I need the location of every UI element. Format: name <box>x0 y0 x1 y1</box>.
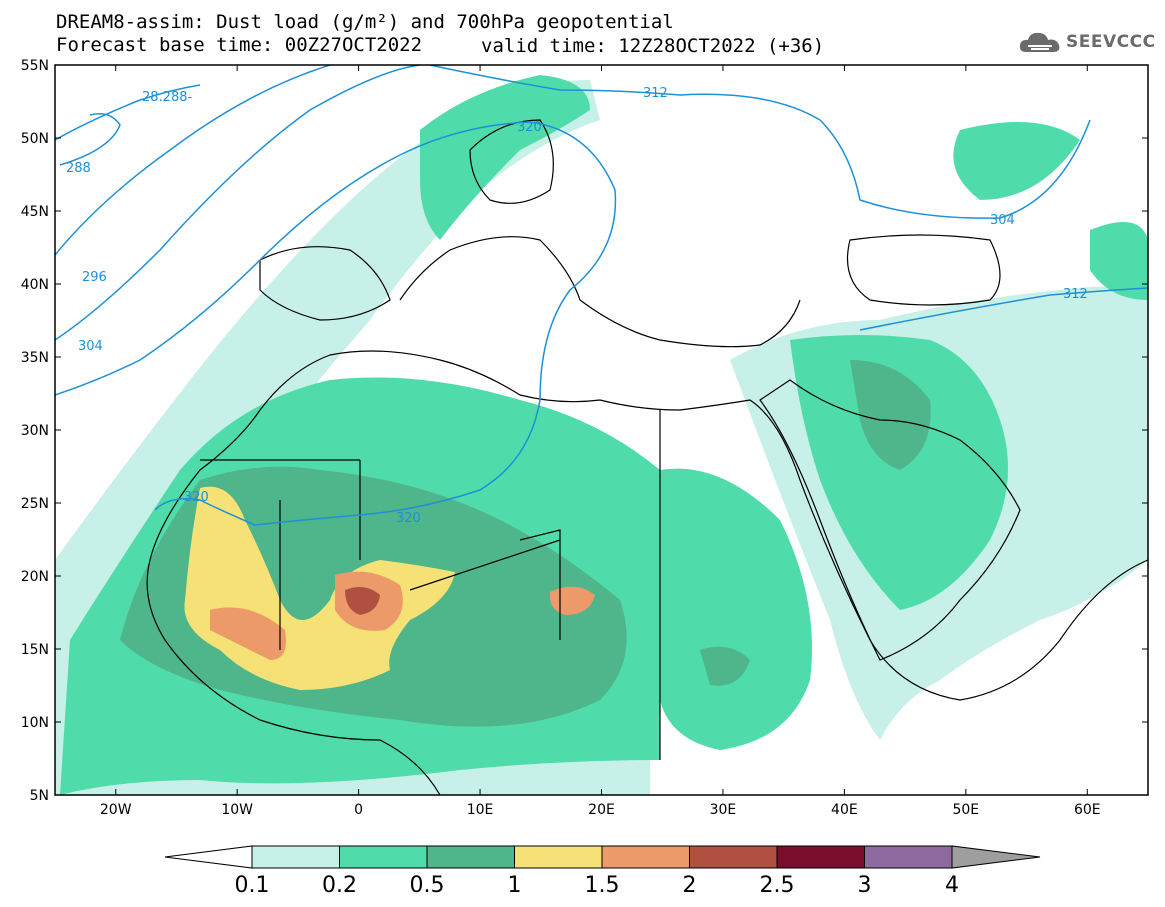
colorbar-tick-label: 0.5 <box>410 873 445 898</box>
contour-label: 288 <box>66 161 91 176</box>
lat-tick-label: 15N <box>21 642 49 658</box>
contour-labels: 28.288- 288 296 304 320 320 320 312 304 … <box>66 86 1088 526</box>
colorbar-tick-label: 0.1 <box>235 873 270 898</box>
lat-tick-label: 30N <box>21 423 49 439</box>
dust-field <box>55 65 1148 795</box>
lon-tick-label: 10E <box>467 802 494 818</box>
lat-tick-label: 55N <box>21 58 49 74</box>
geopotential-contours <box>55 65 1148 526</box>
seevccc-logo: SEEVCCC <box>1018 28 1156 56</box>
lon-tick-label: 20E <box>588 802 615 818</box>
colorbar-tick-label: 2 <box>683 873 697 898</box>
lat-tick-label: 10N <box>21 715 49 731</box>
colorbar-swatch <box>251 845 340 869</box>
colorbar-tick-label: 1 <box>508 873 522 898</box>
contour-label: 320 <box>184 490 209 505</box>
colorbar-swatch <box>426 845 515 869</box>
colorbar-swatch <box>776 845 865 869</box>
contour-label: 320 <box>517 120 542 135</box>
map-title: DREAM8-assim: Dust load (g/m²) and 700hP… <box>56 11 674 33</box>
colorbar-swatch <box>601 845 690 869</box>
lat-tick-label: 5N <box>30 788 49 804</box>
lon-tick-label: 10W <box>221 802 253 818</box>
colorbar: 0.1 0.2 0.5 1 1.5 2 2.5 3 4 <box>164 845 1041 898</box>
lat-tick-label: 45N <box>21 204 49 220</box>
lon-tick-label: 40E <box>831 802 858 818</box>
contour-label: 312 <box>643 86 668 101</box>
colorbar-tick-label: 3 <box>858 873 872 898</box>
lat-tick-label: 20N <box>21 569 49 585</box>
contour-label: 304 <box>990 213 1015 228</box>
lon-tick-label: 20W <box>100 802 132 818</box>
valid-time-label: valid time: 12Z28OCT2022 (+36) <box>481 35 825 57</box>
contour-label: 312 <box>1063 287 1088 302</box>
base-time-label: Forecast base time: 00Z27OCT2022 <box>56 34 423 56</box>
lon-tick-label: 60E <box>1074 802 1101 818</box>
latitude-axis: 55N 50N 45N 40N 35N 30N 25N 20N 15N 10N 5N <box>21 58 1148 804</box>
lon-tick-label: 50E <box>952 802 979 818</box>
contour-label: 28.288- <box>142 90 192 105</box>
colorbar-over-arrow <box>951 845 1041 869</box>
coastlines <box>146 119 1148 795</box>
cloud-icon <box>1019 32 1060 52</box>
longitude-axis: 20W 10W 0 10E 20E 30E 40E 50E 60E <box>100 65 1101 818</box>
lon-tick-label: 0 <box>354 802 363 818</box>
contour-label: 320 <box>396 511 421 526</box>
colorbar-tick-label: 4 <box>945 873 959 898</box>
colorbar-under-arrow <box>164 845 253 869</box>
colorbar-tick-label: 2.5 <box>760 873 795 898</box>
lat-tick-label: 25N <box>21 496 49 512</box>
colorbar-tick-label: 1.5 <box>585 873 620 898</box>
colorbar-swatch <box>339 845 428 869</box>
colorbar-swatch <box>689 845 778 869</box>
contour-label: 296 <box>82 270 107 285</box>
logo-text: SEEVCCC <box>1066 32 1156 52</box>
colorbar-swatch <box>864 845 953 869</box>
colorbar-tick-label: 0.2 <box>322 873 357 898</box>
colorbar-swatch <box>514 845 603 869</box>
lat-tick-label: 50N <box>21 131 49 147</box>
lon-tick-label: 30E <box>710 802 737 818</box>
contour-label: 304 <box>78 339 103 354</box>
lat-tick-label: 35N <box>21 350 49 366</box>
lat-tick-label: 40N <box>21 277 49 293</box>
